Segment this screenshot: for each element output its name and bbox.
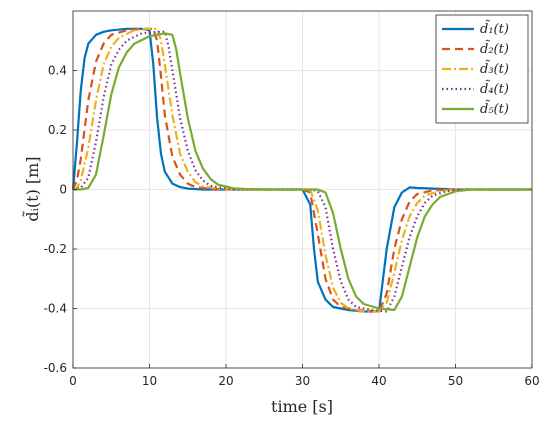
x-tick-label: 50 xyxy=(448,374,463,388)
series-line-1 xyxy=(71,27,532,313)
series-layer xyxy=(71,27,532,313)
legend-label-2: d̃₂(t) xyxy=(480,40,509,57)
legend-label-4: d̃₄(t) xyxy=(480,80,509,97)
legend-label-5: d̃₅(t) xyxy=(480,100,509,117)
y-tick-label: -0.4 xyxy=(44,302,67,316)
y-tick-label: 0.4 xyxy=(48,64,67,78)
series-line-2 xyxy=(71,27,532,313)
ticks: 0 10 20 30 40 50 60 -0.6 -0.4 -0.2 0 0.2 0.4 xyxy=(44,64,540,389)
x-tick-label: 40 xyxy=(371,374,386,388)
legend-label-3: d̃₃(t) xyxy=(480,60,509,77)
y-axis-title: d̃ᵢ(t) [m] xyxy=(22,156,42,221)
x-tick-label: 20 xyxy=(218,374,233,388)
legend: d̃₁(t) d̃₂(t) d̃₃(t) d̃₄(t) d̃₅(t) xyxy=(435,14,529,124)
y-tick-label: 0 xyxy=(59,183,67,197)
legend-box xyxy=(435,14,529,124)
series-line-4 xyxy=(72,30,532,313)
x-tick-label: 60 xyxy=(524,374,539,388)
y-tick-label: 0.2 xyxy=(48,123,67,137)
x-tick-label: 0 xyxy=(69,374,77,388)
series-line-5 xyxy=(73,32,532,312)
y-tick-label: -0.2 xyxy=(44,242,67,256)
y-tick-label: -0.6 xyxy=(44,361,67,375)
x-axis-title: time [s] xyxy=(271,397,333,416)
legend-label-1: d̃₁(t) xyxy=(480,20,509,37)
x-tick-label: 30 xyxy=(295,374,310,388)
series-line-3 xyxy=(72,27,532,313)
x-tick-label: 10 xyxy=(142,374,157,388)
